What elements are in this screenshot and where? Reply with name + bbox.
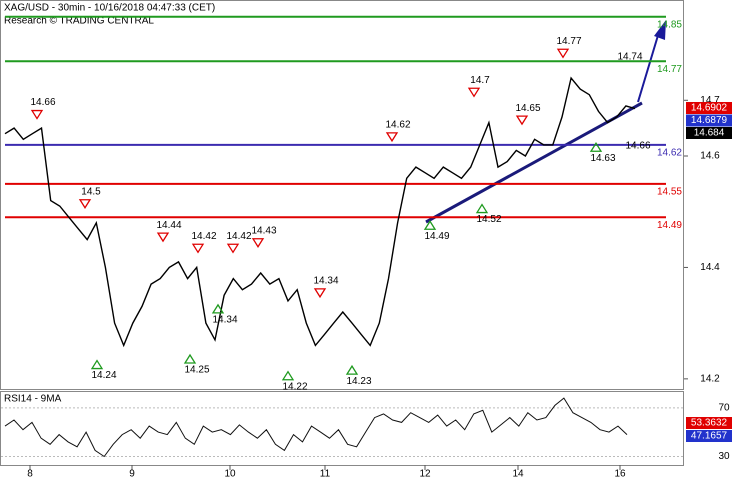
chart-title: XAG/USD - 30min - 10/16/2018 04:47:33 (C… (4, 3, 215, 14)
x-tick-label: 9 (129, 469, 135, 480)
y-tick-label: 14.7 (700, 95, 720, 106)
rsi-tag (686, 430, 732, 442)
x-tick-label: 8 (27, 469, 33, 480)
high-marker (515, 115, 529, 126)
low-marker (183, 353, 197, 364)
low-label: 14.23 (346, 376, 371, 387)
high-label: 14.42 (191, 231, 216, 242)
rsi-tag-label: 47.1657 (691, 431, 728, 442)
low-label: 14.34 (212, 314, 237, 325)
level-label: 14.55 (657, 186, 682, 197)
low-marker (211, 303, 225, 314)
low-label: 14.22 (282, 381, 307, 392)
arrow-head (654, 20, 666, 40)
x-tick-label: 14 (512, 469, 524, 480)
rsi-panel (0, 391, 684, 466)
low-marker (589, 142, 603, 152)
high-label: 14.5 (81, 186, 101, 197)
low-label: 14.24 (91, 370, 116, 381)
forecast-arrow (637, 31, 660, 103)
level-label: 14.62 (657, 147, 682, 158)
y-tick-label: 14.4 (700, 262, 720, 273)
trend-line (425, 101, 643, 224)
x-tick-label: 16 (614, 469, 626, 480)
high-label: 14.7 (470, 75, 490, 86)
rsi-title: RSI14 - 9MA (4, 394, 62, 405)
high-marker (156, 232, 170, 243)
high-label: 14.66 (30, 97, 55, 108)
x-tick-label: 11 (320, 469, 331, 480)
high-marker (191, 243, 205, 254)
high-marker (226, 243, 240, 254)
note-label: 14.74 (617, 52, 642, 63)
high-label: 14.62 (385, 119, 410, 130)
price-tag (686, 114, 732, 127)
x-tick-label: 12 (419, 469, 431, 480)
high-label: 14.43 (251, 225, 276, 236)
high-label: 14.42 (226, 231, 251, 242)
low-marker (345, 364, 359, 375)
low-label: 14.63 (590, 153, 615, 164)
level-label: 14.77 (657, 64, 682, 75)
y-tick-label: 14.2 (700, 373, 720, 384)
level-label: 14.49 (657, 220, 682, 231)
price-panel (0, 0, 684, 390)
rsi-tick-label: 70 (718, 402, 730, 413)
price-tag (686, 127, 732, 139)
low-label: 14.52 (476, 214, 501, 225)
high-marker (251, 238, 265, 248)
price-line (4, 76, 636, 348)
rsi-tag (686, 417, 732, 429)
chart-subtitle: Research © TRADING CENTRAL (4, 16, 154, 27)
high-label: 14.65 (515, 103, 540, 114)
low-label: 14.49 (424, 231, 449, 242)
note-label: 14.66 (625, 141, 650, 152)
high-label: 14.44 (156, 220, 181, 231)
y-tick-label: 14.6 (700, 151, 720, 162)
low-marker (423, 220, 437, 230)
high-marker (467, 87, 481, 98)
rsi-tick-label: 30 (718, 451, 730, 462)
price-tag-label: 14.684 (694, 128, 725, 139)
high-marker (30, 109, 44, 120)
high-marker (78, 199, 92, 209)
low-label: 14.25 (184, 365, 209, 376)
price-tag-label: 14.6902 (691, 103, 728, 114)
low-marker (90, 359, 104, 370)
low-marker (475, 203, 489, 214)
x-tick-label: 10 (224, 469, 236, 480)
high-label: 14.34 (313, 275, 338, 286)
high-marker (556, 48, 570, 59)
high-marker (385, 132, 399, 143)
high-marker (313, 288, 327, 299)
rsi-tag-label: 53.3632 (691, 418, 728, 429)
rsi-line (4, 397, 628, 458)
price-tag (686, 102, 732, 114)
low-marker (281, 370, 295, 381)
high-label: 14.77 (556, 36, 581, 47)
level-label: 14.85 (657, 19, 682, 30)
price-tag-label: 14.6879 (691, 115, 728, 126)
